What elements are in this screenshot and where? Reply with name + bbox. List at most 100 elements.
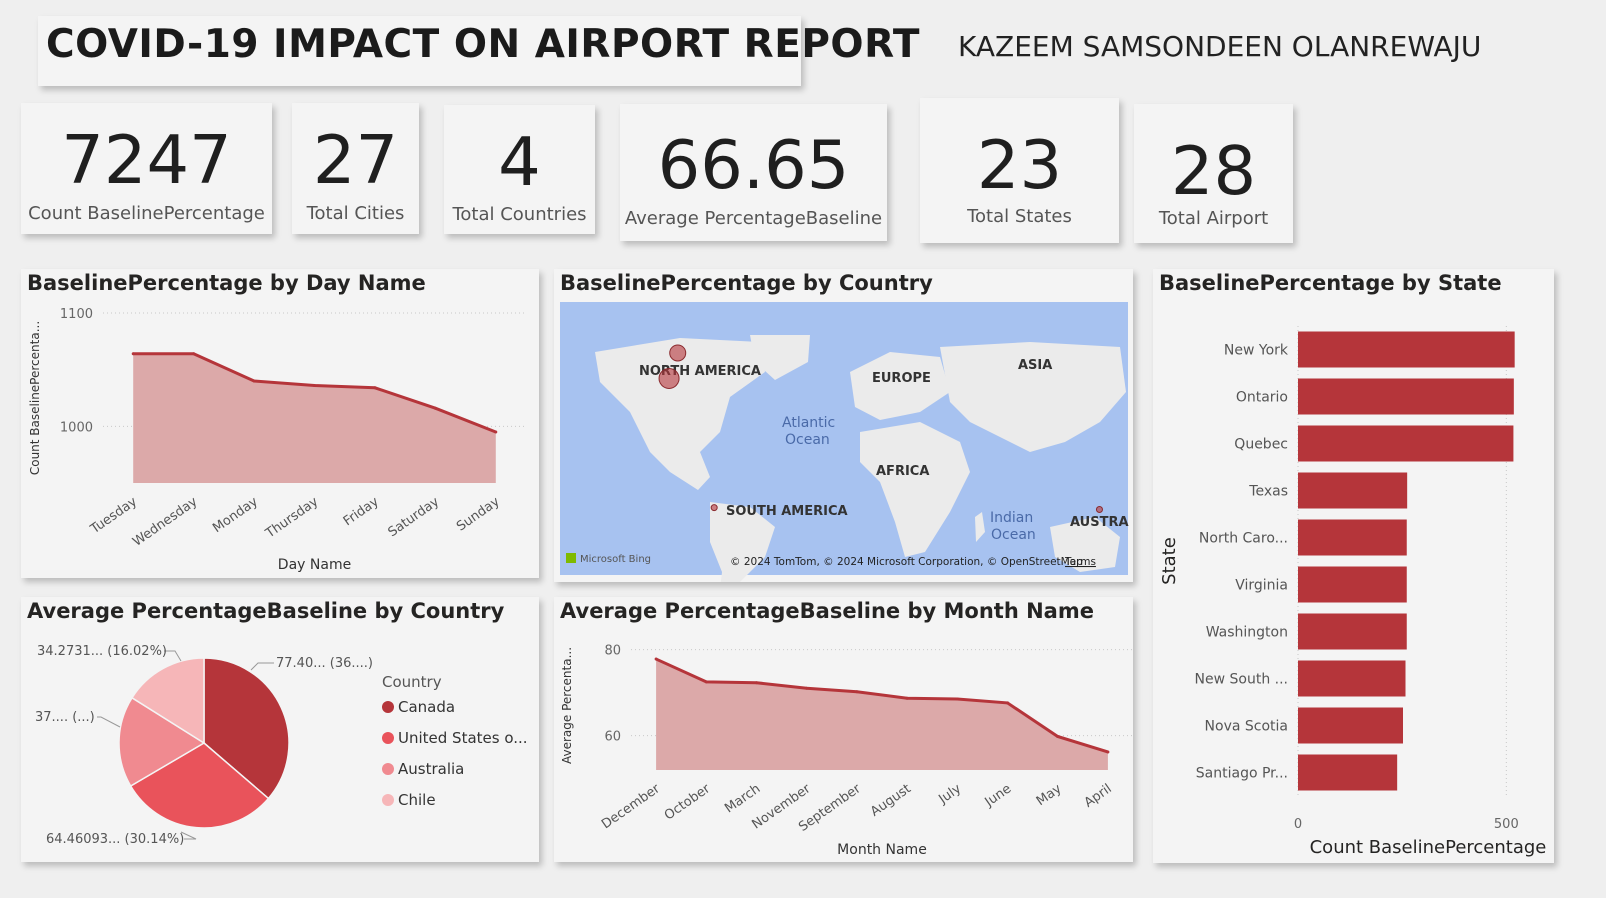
y-tick-label: 80 bbox=[604, 644, 621, 659]
greenland-land bbox=[750, 335, 810, 380]
chart-title: BaselinePercentage by State bbox=[1159, 271, 1502, 295]
legend-title: Country bbox=[382, 673, 442, 691]
x-axis-label: Month Name bbox=[837, 842, 927, 858]
south-america-land bbox=[710, 502, 775, 582]
bar bbox=[1298, 331, 1515, 368]
y-tick-label: New South ... bbox=[1195, 672, 1288, 688]
ocean-label: Ocean bbox=[991, 527, 1036, 543]
data-point bbox=[313, 384, 316, 388]
bar bbox=[1298, 660, 1406, 697]
x-tick-label: Thursday bbox=[262, 494, 321, 542]
author-name: KAZEEM SAMSONDEEN OLANREWAJU bbox=[958, 30, 1482, 63]
leader-line bbox=[250, 662, 274, 671]
area-fill bbox=[133, 353, 496, 483]
map-attribution: © 2024 TomTom, © 2024 Microsoft Corporat… bbox=[730, 556, 1083, 568]
area-fill bbox=[656, 659, 1108, 770]
kpi-total-countries[interactable]: 4 Total Countries bbox=[444, 105, 595, 234]
kpi-value: 27 bbox=[312, 121, 399, 199]
y-tick-label: Santiago Pr... bbox=[1196, 766, 1288, 782]
y-tick-label: New York bbox=[1224, 343, 1289, 359]
bar bbox=[1298, 519, 1407, 556]
state-bar-chart: 0 500 New York Ontario Quebec Texas North Caro… bbox=[1159, 326, 1547, 858]
chart-title: BaselinePercentage by Day Name bbox=[27, 271, 426, 295]
data-point bbox=[252, 379, 256, 383]
map-chart-card[interactable]: BaselinePercentage by Country NORTH AMER… bbox=[554, 269, 1133, 582]
kpi-average-baseline[interactable]: 66.65 Average PercentageBaseline bbox=[620, 104, 887, 241]
legend-label: Canada bbox=[398, 698, 455, 716]
data-point bbox=[1056, 734, 1060, 738]
asia-land bbox=[940, 342, 1126, 452]
y-axis-label: Average Percenta... bbox=[560, 647, 574, 764]
data-point bbox=[1006, 701, 1009, 705]
y-axis-label: State bbox=[1159, 537, 1180, 585]
bar bbox=[1298, 566, 1407, 603]
pie-chart-card[interactable]: Average PercentageBaseline by Country 77… bbox=[21, 597, 539, 862]
country-bubble bbox=[710, 504, 718, 512]
kpi-total-cities[interactable]: 27 Total Cities bbox=[292, 103, 419, 234]
africa-land bbox=[860, 422, 970, 557]
bar bbox=[1298, 425, 1514, 462]
data-label: 77.40... (36....) bbox=[276, 656, 373, 671]
leader-line bbox=[164, 650, 182, 662]
x-tick-label: Wednesday bbox=[130, 494, 201, 550]
chart-title: BaselinePercentage by Country bbox=[560, 271, 933, 295]
x-tick-label: May bbox=[1034, 781, 1065, 809]
kpi-count-baseline[interactable]: 7247 Count BaselinePercentage bbox=[21, 103, 272, 234]
kpi-label: Total Airport bbox=[1158, 208, 1269, 229]
land-group bbox=[595, 335, 1126, 582]
data-point bbox=[1106, 750, 1110, 754]
region-label: AUSTRA bbox=[1070, 515, 1129, 530]
map-brand: Microsoft Bing bbox=[580, 554, 651, 565]
ocean-label: Ocean bbox=[785, 432, 830, 448]
state-chart-card[interactable]: BaselinePercentage by State 0 500 New York… bbox=[1153, 269, 1554, 863]
kpi-total-states[interactable]: 23 Total States bbox=[920, 98, 1119, 243]
kpi-total-airport[interactable]: 28 Total Airport bbox=[1134, 104, 1293, 243]
region-label: SOUTH AMERICA bbox=[726, 504, 848, 519]
month-chart-card[interactable]: Average PercentageBaseline by Month Name… bbox=[554, 597, 1133, 862]
data-point bbox=[433, 406, 437, 410]
kpi-value: 28 bbox=[1170, 132, 1257, 210]
y-tick-label: 60 bbox=[604, 730, 621, 745]
kpi-label: Total Countries bbox=[452, 204, 587, 225]
data-point bbox=[704, 680, 708, 684]
data-point bbox=[192, 352, 196, 356]
kpi-value: 23 bbox=[976, 126, 1063, 204]
y-tick-label: Virginia bbox=[1235, 578, 1288, 594]
x-tick-label: Sunday bbox=[454, 494, 503, 534]
kpi-value: 4 bbox=[498, 123, 541, 201]
leader-line bbox=[97, 716, 121, 728]
pie-slice bbox=[118, 696, 206, 788]
data-point bbox=[494, 430, 498, 434]
region-label: EUROPE bbox=[872, 371, 931, 386]
y-tick-label: Texas bbox=[1248, 484, 1288, 500]
leader-line bbox=[180, 831, 197, 840]
pie-slice bbox=[130, 657, 205, 745]
day-chart-card[interactable]: BaselinePercentage by Day Name 1000 1100 T… bbox=[21, 269, 539, 578]
ocean-label: Atlantic bbox=[782, 415, 835, 431]
country-bubble bbox=[1095, 505, 1103, 513]
australia-land bbox=[1050, 517, 1120, 572]
data-point bbox=[805, 686, 809, 690]
kpi-label: Average PercentageBaseline bbox=[624, 208, 883, 229]
chart-title: Average PercentageBaseline by Month Name bbox=[560, 599, 1094, 623]
x-axis-label: Count BaselinePercentage bbox=[1310, 837, 1547, 858]
pie-slice bbox=[129, 742, 270, 829]
report-title: COVID-19 IMPACT ON AIRPORT REPORT bbox=[46, 22, 920, 67]
pie-slice bbox=[203, 657, 290, 800]
x-tick-label: Tuesday bbox=[87, 494, 140, 537]
x-tick-label: August bbox=[868, 781, 914, 819]
chart-title: Average PercentageBaseline by Country bbox=[27, 599, 505, 623]
bar bbox=[1298, 707, 1403, 744]
y-tick-label: 1000 bbox=[60, 420, 93, 435]
country-map[interactable]: NORTH AMERICA EUROPE ASIA AFRICA SOUTH AMERI… bbox=[554, 269, 1133, 582]
kpi-label: Total Cities bbox=[306, 203, 405, 224]
y-tick-label: Nova Scotia bbox=[1205, 719, 1288, 735]
legend-marker bbox=[382, 732, 394, 744]
series-line bbox=[655, 657, 1109, 754]
bar bbox=[1298, 613, 1407, 650]
y-tick-label: Ontario bbox=[1236, 390, 1288, 406]
region-label: ASIA bbox=[1018, 358, 1052, 373]
y-tick-label: North Caro... bbox=[1199, 531, 1288, 547]
country-bubble bbox=[669, 344, 687, 362]
